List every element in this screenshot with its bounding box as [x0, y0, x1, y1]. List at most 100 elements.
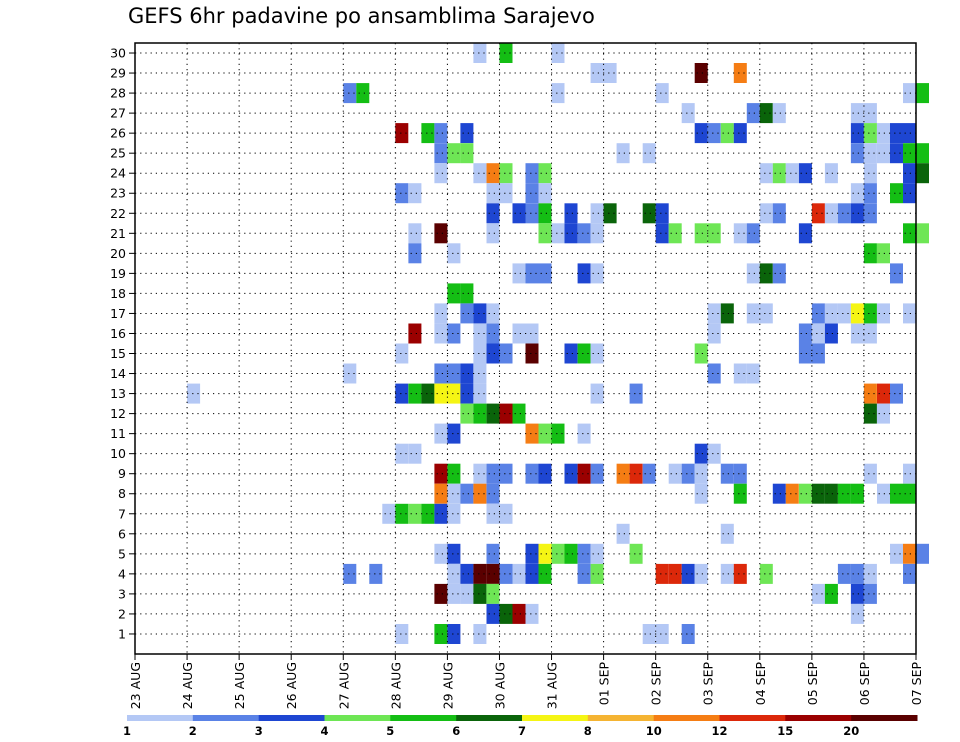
heatmap-cell — [590, 343, 604, 364]
y-tick-label: 4 — [118, 566, 126, 581]
heatmap-cell — [408, 443, 422, 464]
heatmap-cell — [616, 143, 630, 164]
y-tick-label: 22 — [110, 206, 126, 221]
heatmap-cell — [903, 83, 916, 104]
heatmap-cell — [616, 463, 630, 484]
heatmap-cell — [694, 563, 708, 584]
heatmap-cell — [447, 383, 461, 404]
y-tick-label: 15 — [110, 346, 126, 361]
heatmap-cell — [447, 543, 461, 564]
heatmap-cell — [720, 303, 734, 324]
heatmap-cell — [395, 343, 409, 364]
chart-title: GEFS 6hr padavine po ansamblima Sarajevo — [128, 4, 595, 28]
heatmap-cell — [421, 383, 435, 404]
heatmap-cell — [499, 163, 513, 184]
colorbar-label: 1 — [123, 724, 131, 738]
heatmap-cell — [577, 343, 591, 364]
heatmap-cell — [499, 603, 513, 624]
heatmap-cell — [577, 563, 591, 584]
heatmap-cell — [343, 563, 357, 584]
heatmap-cell — [512, 323, 526, 344]
heatmap-cell — [785, 163, 799, 184]
heatmap-cell — [629, 463, 643, 484]
heatmap-cell — [499, 183, 513, 204]
heatmap-cell — [590, 203, 604, 224]
heatmap-cell — [746, 223, 760, 244]
heatmap-cell — [473, 43, 487, 63]
heatmap-cell — [577, 263, 591, 284]
heatmap-cell — [486, 543, 500, 564]
heatmap-cell — [824, 303, 838, 324]
heatmap-cell — [903, 123, 916, 144]
heatmap-cell — [916, 163, 929, 184]
y-axis: 1234567891011121314151617181920212223242… — [110, 46, 135, 641]
heatmap-cell — [811, 303, 825, 324]
heatmap-cell — [525, 163, 539, 184]
heatmap-cell — [408, 323, 422, 344]
heatmap-cell — [655, 624, 669, 644]
x-tick-label: 28 AUG — [388, 662, 403, 709]
colorbar-label: 10 — [646, 724, 662, 738]
heatmap-cell — [486, 163, 500, 184]
colorbar-label: 15 — [777, 724, 793, 738]
heatmap-cell — [903, 303, 916, 324]
heatmap-cell — [525, 543, 539, 564]
y-tick-label: 5 — [118, 546, 126, 561]
heatmap-cell — [850, 583, 864, 604]
heatmap-cell — [733, 563, 747, 584]
colorbar-swatch — [456, 715, 523, 721]
x-tick-label: 24 AUG — [180, 662, 195, 709]
heatmap-cell — [759, 103, 773, 124]
heatmap-cell — [824, 483, 838, 504]
heatmap-cell — [577, 463, 591, 484]
heatmap-cell — [590, 563, 604, 584]
heatmap-cell — [473, 363, 487, 384]
heatmap-cell — [772, 103, 786, 124]
x-tick-label: 31 AUG — [545, 662, 560, 709]
y-tick-label: 3 — [118, 586, 126, 601]
y-tick-label: 13 — [110, 386, 126, 401]
heatmap-cell — [447, 483, 461, 504]
heatmap-cell — [903, 143, 916, 164]
heatmap-cell — [486, 303, 500, 324]
colorbar-swatch — [390, 715, 457, 721]
colorbar-swatch — [192, 715, 260, 721]
x-tick-label: 25 AUG — [232, 662, 247, 709]
heatmap-cell — [850, 103, 864, 124]
heatmap-cell — [356, 83, 370, 104]
heatmap-cell — [798, 483, 812, 504]
heatmap-cell — [473, 403, 487, 424]
heatmap-cell — [890, 143, 903, 164]
y-tick-label: 27 — [110, 106, 126, 121]
heatmap-cell — [434, 423, 448, 444]
x-tick-label: 27 AUG — [336, 662, 351, 709]
heatmap-cell — [785, 483, 799, 504]
heatmap-cell — [551, 423, 565, 444]
heatmap-cell — [850, 603, 864, 624]
heatmap-cell — [707, 223, 721, 244]
heatmap-cell — [564, 343, 578, 364]
heatmap-cell — [903, 163, 916, 184]
heatmap-cell — [551, 543, 565, 564]
heatmap-cell — [460, 123, 474, 144]
heatmap-cell — [525, 423, 539, 444]
heatmap-cell — [694, 463, 708, 484]
heatmap-cell — [733, 123, 747, 144]
heatmap-cell — [525, 203, 539, 224]
colorbar-label: 12 — [711, 724, 727, 738]
heatmap-cell — [512, 563, 526, 584]
heatmap-cell — [668, 463, 682, 484]
heatmap-cell — [681, 463, 695, 484]
heatmap-cell — [629, 383, 643, 404]
heatmap-cell — [460, 303, 474, 324]
heatmap-cell — [486, 483, 500, 504]
heatmap-cell — [642, 463, 656, 484]
heatmap-cell — [395, 383, 409, 404]
heatmap-cell — [473, 463, 487, 484]
grid-lines — [135, 43, 916, 654]
colorbar-label: 20 — [843, 724, 859, 738]
heatmap-cell — [877, 383, 890, 404]
heatmap-cell — [434, 463, 448, 484]
x-axis: 23 AUG 24 AUG 25 AUG 26 AUG 27 AUG 28 AUG 29 A… — [128, 654, 924, 709]
heatmap-cell — [395, 503, 409, 524]
